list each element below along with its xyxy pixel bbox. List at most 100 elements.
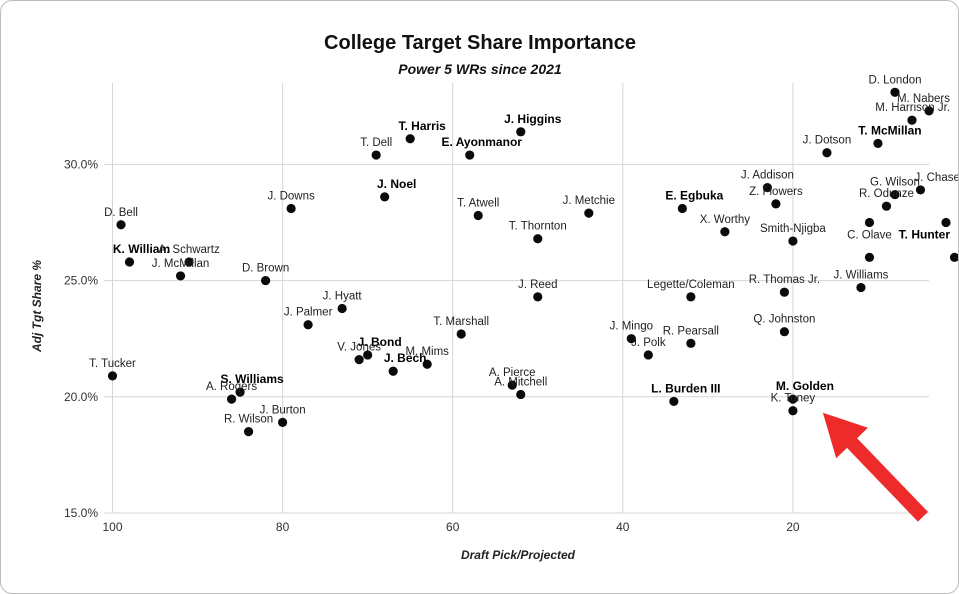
point-label: J. Reed bbox=[518, 279, 558, 291]
data-point bbox=[175, 271, 186, 281]
annotations bbox=[822, 412, 928, 522]
point-label: J. Bond bbox=[358, 335, 402, 349]
point-label: Q. Johnston bbox=[753, 314, 815, 326]
data-point bbox=[720, 227, 730, 237]
data-point bbox=[516, 127, 526, 137]
data-point bbox=[669, 396, 679, 407]
point-label: E. Ayonmanor bbox=[441, 135, 522, 149]
point-label: J. Downs bbox=[267, 191, 315, 203]
grid bbox=[104, 83, 929, 514]
data-point bbox=[473, 210, 483, 221]
point-label: T. Hunter bbox=[899, 227, 951, 241]
point-label: T. Harris bbox=[399, 119, 447, 133]
point-label: R. Odunze bbox=[859, 188, 914, 200]
point-label: J. Hyatt bbox=[323, 290, 363, 302]
point-label: D. Brown bbox=[242, 263, 289, 275]
point-label: J. Williams bbox=[833, 270, 888, 282]
data-point bbox=[278, 417, 288, 427]
x-tick-label: 40 bbox=[616, 520, 630, 534]
data-point bbox=[507, 380, 517, 390]
data-point bbox=[890, 189, 900, 200]
point-label: A. Rogers bbox=[206, 381, 257, 393]
y-axis-label: Adj Tgt Share % bbox=[30, 260, 44, 353]
red-arrow-annotation bbox=[822, 412, 928, 522]
data-points bbox=[107, 87, 958, 437]
data-point bbox=[915, 185, 926, 195]
chart-title: College Target Share Importance bbox=[324, 32, 636, 54]
data-point bbox=[907, 115, 917, 125]
point-label: K. Toney bbox=[771, 393, 816, 405]
point-label: J. Higgins bbox=[504, 112, 562, 126]
data-point bbox=[354, 354, 364, 365]
point-label: J. Metchie bbox=[563, 195, 615, 207]
point-label: J. Polk bbox=[631, 337, 666, 349]
data-point bbox=[388, 366, 398, 376]
data-point bbox=[303, 320, 313, 330]
point-label: X. Worthy bbox=[700, 214, 751, 226]
data-point bbox=[286, 203, 296, 214]
point-label: M. Nabers bbox=[897, 93, 950, 105]
data-point bbox=[226, 394, 237, 404]
data-point bbox=[584, 208, 594, 218]
y-tick-label: 25.0% bbox=[64, 274, 98, 288]
point-label: Smith-Njigba bbox=[760, 223, 826, 235]
data-point bbox=[881, 201, 892, 211]
point-label: C. Olave bbox=[847, 229, 892, 241]
data-point bbox=[643, 350, 653, 360]
data-point bbox=[856, 282, 866, 293]
data-point bbox=[363, 350, 373, 360]
data-point bbox=[788, 236, 798, 246]
data-point bbox=[924, 106, 934, 116]
data-point bbox=[516, 389, 526, 400]
y-tick-label: 15.0% bbox=[64, 506, 98, 520]
data-point bbox=[371, 150, 381, 160]
data-point bbox=[422, 359, 432, 369]
data-point bbox=[762, 182, 773, 193]
data-point bbox=[779, 327, 790, 337]
point-label: M. Harrison Jr. bbox=[875, 102, 950, 114]
point-label: J. Burton bbox=[260, 404, 306, 416]
point-label: M. Mims bbox=[405, 346, 449, 358]
chart-subtitle: Power 5 WRs since 2021 bbox=[398, 61, 562, 77]
data-point bbox=[873, 138, 883, 149]
data-point bbox=[533, 234, 543, 244]
data-point bbox=[235, 387, 245, 397]
point-label: J. Addison bbox=[741, 170, 794, 182]
point-label: J. Palmer bbox=[284, 307, 333, 319]
x-tick-label: 80 bbox=[276, 520, 290, 534]
point-label: D. Bell bbox=[104, 207, 138, 219]
data-point bbox=[116, 220, 126, 230]
data-point bbox=[677, 203, 687, 214]
point-label: J. Bech bbox=[384, 351, 427, 365]
data-point bbox=[626, 334, 636, 344]
data-point bbox=[779, 287, 790, 297]
point-label: T. Atwell bbox=[457, 197, 499, 209]
point-label: K. William bbox=[113, 242, 170, 256]
point-label: D. London bbox=[868, 74, 921, 86]
y-tick-label: 20.0% bbox=[64, 390, 98, 404]
data-point bbox=[941, 217, 951, 228]
point-label: T. McMillan bbox=[858, 123, 921, 137]
point-label: M. Golden bbox=[776, 379, 834, 393]
point-label: J. Mingo bbox=[610, 321, 653, 333]
point-label: V. Jones bbox=[337, 342, 381, 354]
data-point bbox=[864, 217, 875, 228]
point-label: S. Williams bbox=[220, 372, 284, 386]
data-point bbox=[788, 394, 798, 404]
data-point bbox=[456, 329, 466, 339]
data-point bbox=[405, 134, 415, 144]
point-label: T. Marshall bbox=[433, 316, 489, 328]
point-label: T. Dell bbox=[360, 137, 392, 149]
data-point bbox=[107, 371, 118, 381]
y-tick-label: 30.0% bbox=[64, 157, 98, 171]
data-point bbox=[686, 338, 696, 348]
point-label: J. Chase bbox=[914, 172, 958, 184]
data-point bbox=[771, 199, 781, 209]
data-point bbox=[686, 292, 696, 302]
point-label: R. Thomas Jr. bbox=[749, 274, 820, 286]
axis-ticks: 100 80 60 40 20 15.0% 20.0% 25.0% 30.0% bbox=[64, 157, 800, 534]
data-point bbox=[864, 252, 875, 262]
data-point bbox=[184, 257, 194, 267]
point-label: J. Noel bbox=[377, 177, 416, 191]
